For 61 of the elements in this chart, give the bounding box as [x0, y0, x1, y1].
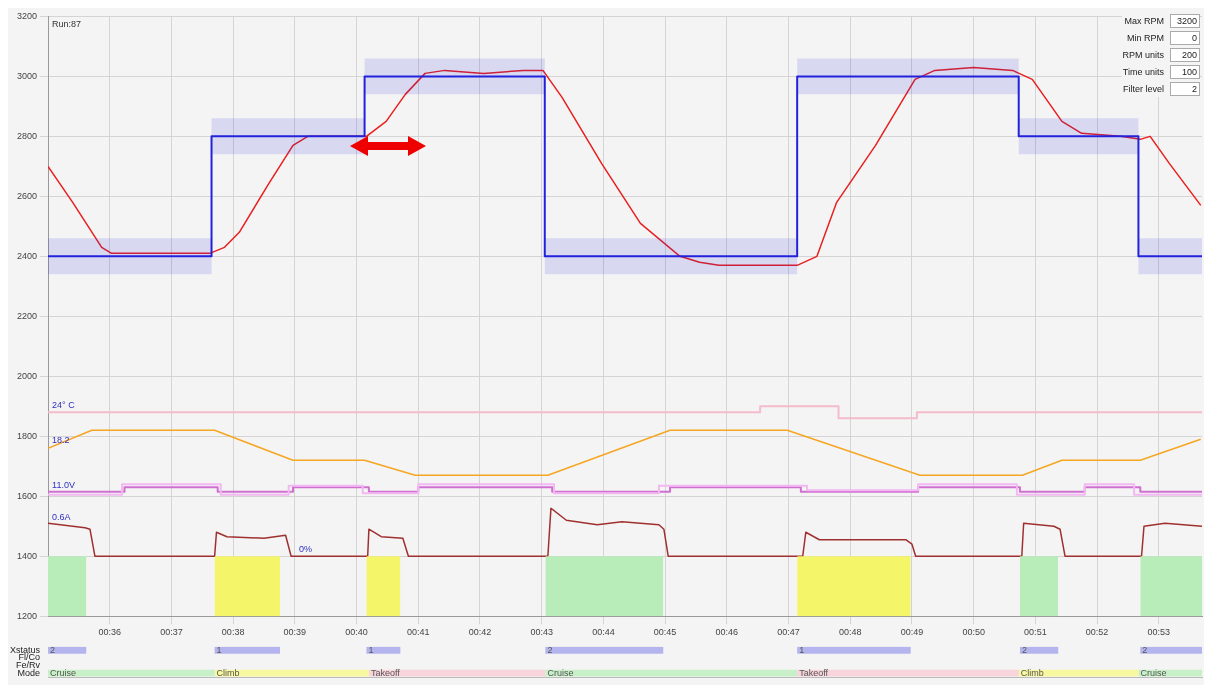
x-tick-label: 00:42	[468, 627, 492, 638]
y-tick-label: 2600	[16, 190, 37, 201]
y-tick-label: 2400	[16, 250, 37, 261]
annotation: Cruise	[547, 667, 574, 678]
x-tick-label: 00:52	[1085, 627, 1109, 638]
chart-title: Run:87	[52, 18, 82, 29]
annotation: 0.6A	[52, 511, 71, 522]
annotation: 3200	[1170, 13, 1200, 28]
annotation: Min RPM	[1126, 32, 1164, 43]
y-tick-label: 1400	[16, 550, 37, 561]
x-tick-label: 00:44	[592, 627, 615, 638]
x-tick-label: 00:51	[1024, 627, 1047, 638]
x-tick-label: 00:38	[221, 627, 245, 638]
x-tick-label: 00:49	[900, 627, 924, 638]
x-tick-label: 00:45	[653, 627, 677, 638]
x-tick-label: 00:48	[838, 627, 862, 638]
annotation: 1	[216, 644, 222, 655]
annotation: Climb	[1020, 667, 1044, 678]
y-tick-label: 2200	[16, 310, 37, 321]
annotation: 2	[50, 644, 56, 655]
x-tick-label: 00:50	[962, 627, 985, 638]
annotation: Cruise	[1140, 667, 1167, 678]
annotation: 2	[1021, 644, 1027, 655]
y-tick-label: 1800	[16, 430, 37, 441]
annotation: 11.0V	[52, 479, 75, 490]
x-tick-label: 00:53	[1147, 627, 1171, 638]
annotation: 2	[1170, 81, 1200, 96]
annotation: 24° C	[52, 400, 76, 411]
annotation: 18.2	[52, 435, 70, 446]
y-tick-label: Fl/Co	[18, 652, 40, 663]
annotation: 100	[1170, 64, 1200, 79]
x-tick-label: 00:41	[407, 627, 430, 638]
annotation: 200	[1170, 47, 1200, 62]
y-tick-label: 2000	[16, 370, 37, 381]
x-tick-label: 00:37	[160, 627, 183, 638]
annotation: 2	[1142, 644, 1148, 655]
x-tick-label: 00:40	[345, 627, 368, 638]
annotation: 0	[1170, 30, 1200, 45]
x-tick-label: 00:36	[98, 627, 121, 638]
y-tick-label: 3000	[16, 70, 37, 81]
annotation: 1	[368, 644, 374, 655]
annotation: Max RPM	[1124, 15, 1164, 26]
x-tick-label: 00:47	[777, 627, 800, 638]
annotation: 2	[547, 644, 553, 655]
x-tick-label: 00:43	[530, 627, 553, 638]
annotation: Takeoff	[370, 667, 401, 678]
annotation: 1	[799, 644, 805, 655]
y-tick-label: 1200	[16, 610, 37, 621]
annotation: RPM units	[1122, 49, 1164, 60]
y-tick-label: 3200	[16, 10, 37, 21]
x-tick-label: 00:46	[715, 627, 739, 638]
x-tick-label: 00:39	[283, 627, 307, 638]
annotation: Takeoff	[799, 667, 829, 678]
annotation: 0%	[298, 544, 312, 555]
annotation: Cruise	[50, 667, 77, 678]
y-tick-label: 1600	[16, 490, 37, 501]
annotation: Time units	[1122, 66, 1164, 77]
y-tick-label: Xstatus	[9, 644, 41, 655]
y-tick-label: 2800	[16, 130, 37, 141]
annotation: Filter level	[1122, 83, 1164, 94]
annotation: Climb	[216, 667, 240, 678]
